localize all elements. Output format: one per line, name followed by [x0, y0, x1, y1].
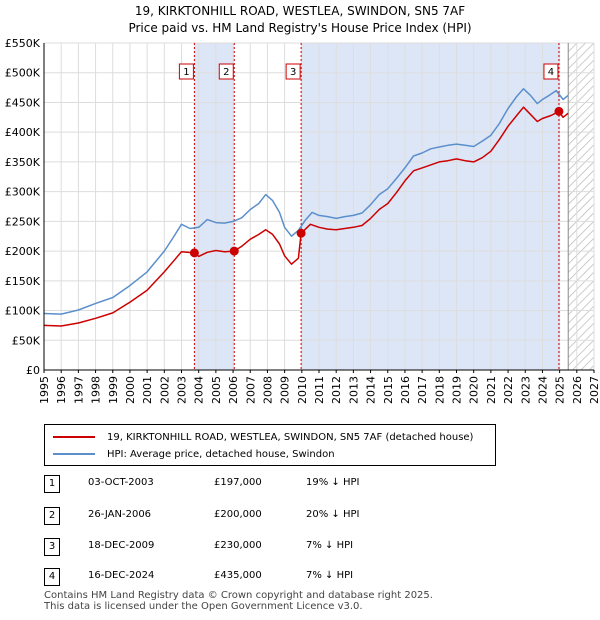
x-tick-label: 2006: [227, 376, 240, 404]
x-tick-label: 2015: [382, 376, 395, 404]
hpi-series-line: [43, 88, 569, 315]
x-tick-label: 2016: [399, 376, 412, 404]
sale-number-badge: 1: [44, 475, 60, 493]
x-tick-label: 1995: [38, 376, 51, 404]
x-tick-label: 1999: [107, 376, 120, 404]
sale-label-box: [218, 63, 234, 80]
footer-line-2: This data is licensed under the Open Gov…: [44, 601, 363, 612]
x-tick-label: 2023: [519, 376, 532, 404]
x-tick-label: 2025: [554, 376, 567, 404]
x-tick-label: 2004: [193, 376, 206, 404]
x-tick-label: 2008: [261, 376, 274, 404]
y-tick-label: £350K: [5, 156, 41, 169]
sale-label: 1: [183, 67, 189, 78]
sale-label: 2: [223, 67, 229, 78]
attribution-footer: Contains HM Land Registry data © Crown c…: [44, 590, 433, 612]
future-hatch: [568, 43, 594, 370]
x-tick-label: 2019: [451, 376, 464, 404]
y-tick-label: £400K: [5, 126, 41, 139]
y-tick-label: £0: [26, 364, 40, 377]
x-tick-label: 2000: [124, 376, 137, 404]
sale-price: £200,000: [214, 509, 262, 520]
sale-label: 4: [548, 67, 554, 78]
x-tick-label: 2012: [330, 376, 343, 404]
footer-line-1: Contains HM Land Registry data © Crown c…: [44, 590, 433, 601]
sale-point: [189, 248, 199, 258]
sale-label-box: [285, 63, 301, 80]
sale-hpi-diff: 19% ↓ HPI: [306, 477, 360, 488]
price-chart: 1 2 3 4 £0 £50K £100K £150K £200K £250K £300K £350…: [5, 37, 600, 404]
sale-number-badge: 3: [44, 538, 60, 556]
property-line-swatch: [53, 436, 95, 438]
chart-title: 19, KIRKTONHILL ROAD, WESTLEA, SWINDON, …: [134, 4, 466, 18]
sale-label: 3: [290, 67, 296, 78]
x-tick-label: 2005: [210, 376, 223, 404]
sale-price: £197,000: [214, 477, 262, 488]
x-tick-label: 2020: [468, 376, 481, 404]
x-tick-label: 2014: [365, 376, 378, 404]
sale-label-box: [543, 63, 559, 80]
x-tick-label: 2001: [141, 376, 154, 404]
sale-price: £435,000: [214, 570, 262, 581]
x-tick-label: 2009: [279, 376, 292, 404]
sale-hpi-diff: 7% ↓ HPI: [306, 540, 354, 551]
y-tick-label: £100K: [5, 305, 41, 318]
legend-item-property: 19, KIRKTONHILL ROAD, WESTLEA, SWINDON, …: [53, 429, 473, 445]
sale-point: [554, 106, 564, 116]
hpi-line-swatch: [53, 453, 95, 455]
legend-property-label: 19, KIRKTONHILL ROAD, WESTLEA, SWINDON, …: [107, 431, 474, 443]
sale-price: £230,000: [214, 540, 262, 551]
legend-item-hpi: HPI: Average price, detached house, Swin…: [53, 446, 335, 462]
sale-hpi-diff: 7% ↓ HPI: [306, 570, 354, 581]
y-tick-label: £50K: [12, 334, 41, 347]
y-tick-label: £250K: [5, 215, 41, 228]
x-tick-label: 2010: [296, 376, 309, 404]
x-tick-label: 2018: [433, 376, 446, 404]
sale-date: 16-DEC-2024: [88, 570, 155, 581]
x-tick-label: 2003: [176, 376, 189, 404]
x-tick-label: 1998: [90, 376, 103, 404]
chart-subtitle: Price paid vs. HM Land Registry's House …: [128, 21, 472, 35]
y-tick-label: £150K: [5, 275, 41, 288]
sale-number-badge: 4: [44, 568, 60, 586]
sale-point: [229, 246, 239, 256]
y-tick-label: £550K: [5, 37, 41, 50]
sale-date: 26-JAN-2006: [88, 509, 152, 520]
y-tick-label: £500K: [5, 67, 41, 80]
sale-point: [296, 228, 306, 238]
x-tick-label: 2024: [536, 376, 549, 404]
ownership-shade: [194, 43, 235, 370]
x-tick-label: 1996: [55, 376, 68, 404]
legend-hpi-label: HPI: Average price, detached house, Swin…: [107, 448, 335, 460]
sale-date: 03-OCT-2003: [88, 477, 154, 488]
y-tick-label: £300K: [5, 186, 41, 199]
x-tick-label: 2007: [244, 376, 257, 404]
x-tick-label: 2022: [502, 376, 515, 404]
x-tick-label: 1997: [72, 376, 85, 404]
x-tick-label: 2027: [588, 376, 600, 404]
y-tick-label: £450K: [5, 96, 41, 109]
x-tick-label: 2017: [416, 376, 429, 404]
sale-hpi-diff: 20% ↓ HPI: [306, 509, 360, 520]
x-tick-label: 2002: [158, 376, 171, 404]
y-tick-label: £200K: [5, 245, 41, 258]
sale-label-box: [178, 63, 194, 80]
sale-date: 18-DEC-2009: [88, 540, 155, 551]
sale-number-badge: 2: [44, 507, 60, 525]
chart-legend: 19, KIRKTONHILL ROAD, WESTLEA, SWINDON, …: [44, 424, 496, 466]
x-tick-label: 2011: [313, 376, 326, 404]
x-tick-label: 2021: [485, 376, 498, 404]
x-tick-label: 2026: [571, 376, 584, 404]
x-tick-label: 2013: [347, 376, 360, 404]
